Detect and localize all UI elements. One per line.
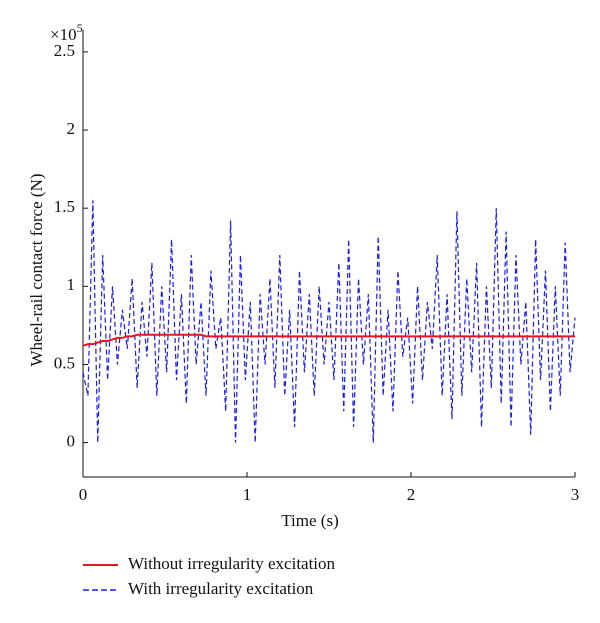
y-axis-label: Wheel-rail contact force (N) bbox=[27, 173, 46, 366]
y-tick-label: 2 bbox=[67, 119, 76, 138]
legend-label: Without irregularity excitation bbox=[128, 554, 336, 573]
series-line bbox=[82, 333, 575, 347]
y-multiplier: ×105 bbox=[50, 21, 83, 44]
x-tick-label: 3 bbox=[571, 485, 580, 504]
y-tick-label: 0 bbox=[67, 432, 76, 451]
y-tick-label: 1 bbox=[67, 275, 76, 294]
y-tick-label: 0.5 bbox=[54, 353, 75, 372]
x-axis-label: Time (s) bbox=[281, 511, 338, 530]
series-line bbox=[82, 200, 576, 443]
y-tick-label: 2.5 bbox=[54, 41, 75, 60]
legend-label: With irregularity excitation bbox=[128, 579, 314, 598]
x-tick-label: 0 bbox=[79, 485, 88, 504]
x-tick-label: 1 bbox=[243, 485, 252, 504]
y-tick-label: 1.5 bbox=[54, 197, 75, 216]
x-tick-label: 2 bbox=[407, 485, 416, 504]
